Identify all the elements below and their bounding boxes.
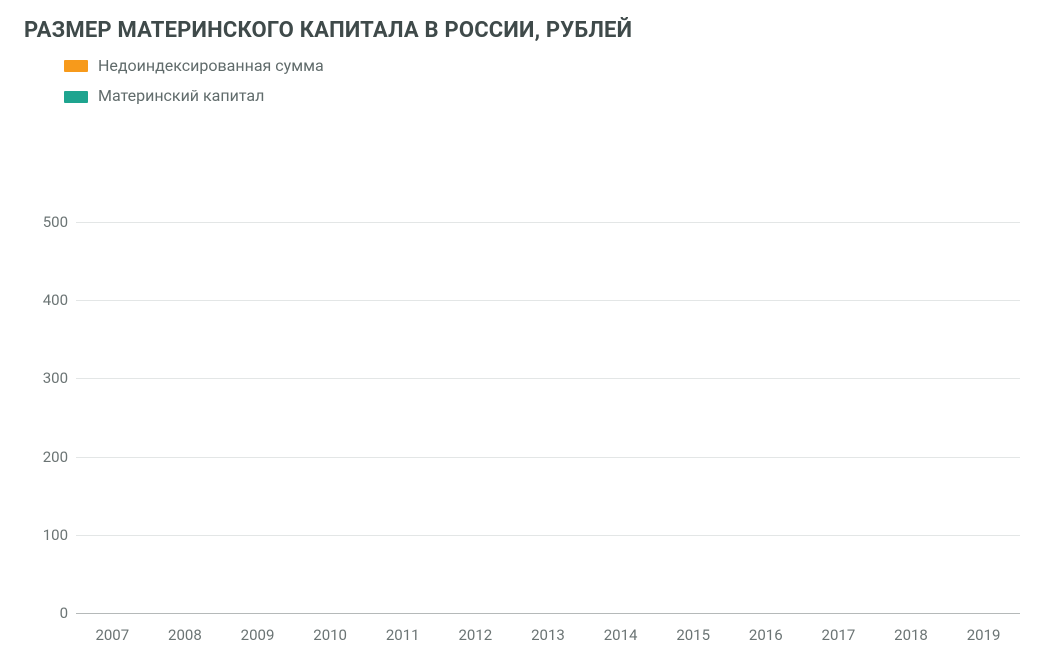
- x-axis-tick-label: 2015: [657, 626, 730, 644]
- bar-slot: 45387: [729, 128, 802, 613]
- bars-container: 2502763123433663884094294532545387453116…: [76, 128, 1020, 613]
- x-axis-tick-label: 2007: [76, 626, 149, 644]
- x-axis-tick-label: 2012: [439, 626, 512, 644]
- bar-slot: 366: [366, 128, 439, 613]
- bar-slot: 250: [76, 128, 149, 613]
- x-axis-tick-label: 2008: [149, 626, 222, 644]
- grid-line: [76, 300, 1020, 301]
- x-axis-tick-label: 2013: [512, 626, 585, 644]
- bar-slot: 453116: [802, 128, 875, 613]
- bar-slot: 312: [221, 128, 294, 613]
- plot-area: 2502763123433663884094294532545387453116…: [76, 128, 1020, 614]
- y-axis-tick-label: 300: [32, 369, 68, 387]
- bar-slot: 388: [439, 128, 512, 613]
- x-axis-tick-label: 2011: [366, 626, 439, 644]
- y-axis-tick-label: 100: [32, 526, 68, 544]
- legend-label-capital: Материнский капитал: [98, 81, 264, 111]
- x-axis-tick-label: 2009: [221, 626, 294, 644]
- x-axis-tick-label: 2017: [802, 626, 875, 644]
- legend: Недоиндексированная сумма Материнский ка…: [64, 51, 1018, 112]
- grid-line: [76, 535, 1020, 536]
- grid-line: [76, 378, 1020, 379]
- y-axis-tick-label: 400: [32, 291, 68, 309]
- legend-item-under: Недоиндексированная сумма: [64, 51, 1018, 81]
- y-axis-tick-label: 0: [32, 604, 68, 622]
- legend-label-under: Недоиндексированная сумма: [98, 51, 324, 81]
- legend-swatch-under: [64, 60, 88, 72]
- x-axis-tick-label: 2018: [875, 626, 948, 644]
- bar-slot: 343: [294, 128, 367, 613]
- bar-slot: 45325: [657, 128, 730, 613]
- x-axis-labels: 2007200820092010201120122013201420152016…: [76, 626, 1020, 644]
- x-axis-tick-label: 2016: [729, 626, 802, 644]
- bar-slot: 453130: [875, 128, 948, 613]
- x-axis-tick-label: 2010: [294, 626, 367, 644]
- x-axis-tick-label: 2019: [947, 626, 1020, 644]
- legend-swatch-capital: [64, 91, 88, 103]
- chart-container: РАЗМЕР МАТЕРИНСКОГО КАПИТАЛА В РОССИИ, Р…: [0, 0, 1042, 658]
- y-axis-tick-label: 500: [32, 213, 68, 231]
- bar-slot: 276: [149, 128, 222, 613]
- grid-line: [76, 222, 1020, 223]
- x-axis-tick-label: 2014: [584, 626, 657, 644]
- bar-slot: 409: [512, 128, 585, 613]
- y-axis-tick-label: 200: [32, 448, 68, 466]
- bar-slot: 429: [584, 128, 657, 613]
- bar-slot: 453155: [947, 128, 1020, 613]
- legend-item-capital: Материнский капитал: [64, 81, 1018, 111]
- grid-line: [76, 457, 1020, 458]
- chart-title: РАЗМЕР МАТЕРИНСКОГО КАПИТАЛА В РОССИИ, Р…: [24, 18, 1018, 43]
